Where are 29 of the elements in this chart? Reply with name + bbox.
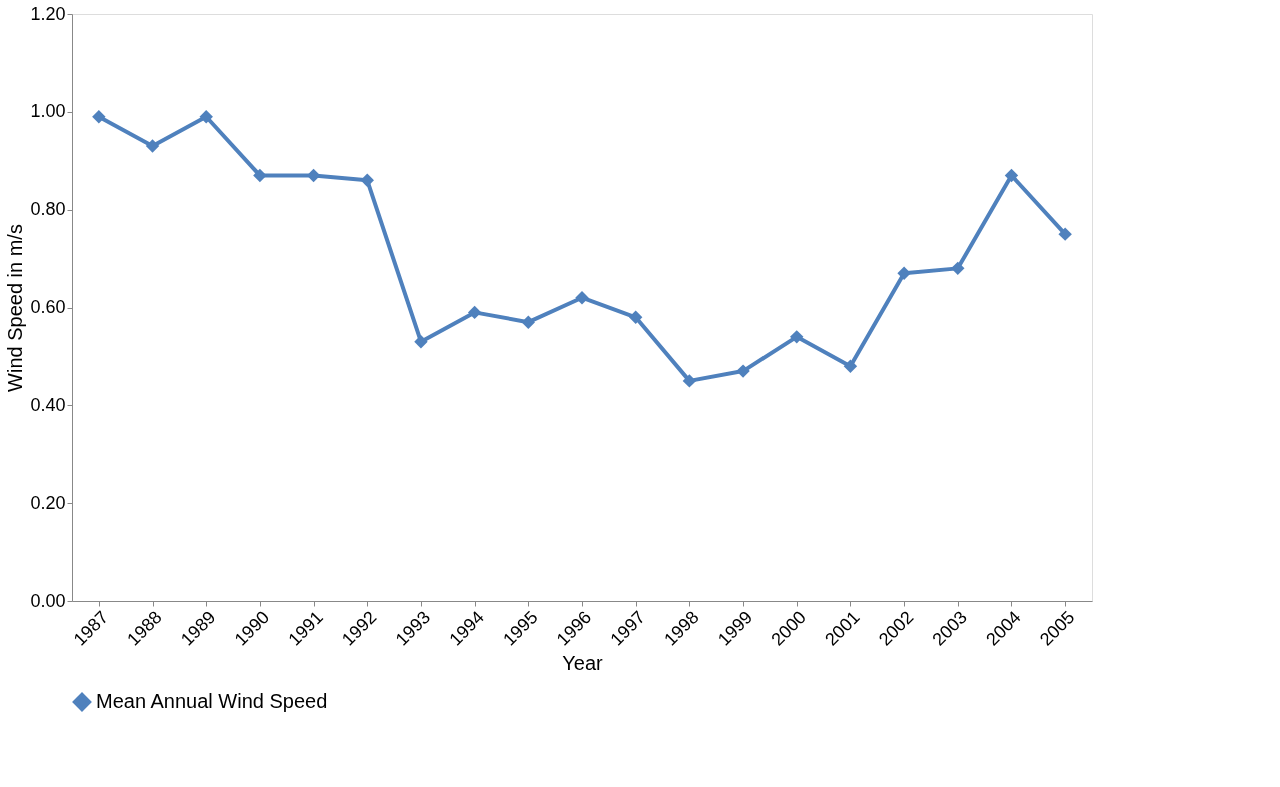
point [790, 330, 804, 344]
point [306, 168, 321, 183]
y-tick-label: 0.60 [30, 297, 66, 317]
point [897, 266, 911, 280]
point [199, 110, 213, 124]
point [92, 110, 106, 124]
legend-label: Mean Annual Wind Speed [96, 690, 328, 712]
point [253, 168, 267, 183]
point [682, 374, 697, 388]
y-tick-label: 0.20 [30, 492, 66, 513]
point [843, 359, 858, 373]
point [1004, 168, 1019, 183]
y-axis-title: Wind Speed in m/s [4, 224, 27, 392]
point [951, 261, 965, 276]
point [360, 173, 374, 188]
y-tick-label: 1.20 [30, 3, 66, 24]
y-tick-label: 0.00 [30, 590, 66, 611]
point [736, 364, 750, 378]
y-tick-label: 0.40 [30, 394, 66, 415]
point [145, 139, 160, 153]
point [575, 291, 589, 305]
point [1058, 227, 1072, 241]
y-tick-label: 0.80 [30, 199, 66, 220]
point [467, 305, 482, 320]
point [521, 315, 536, 329]
point [628, 310, 643, 324]
y-tick-label: 1.00 [30, 101, 66, 122]
point [414, 335, 428, 349]
x-axis-title: Year [562, 651, 604, 674]
